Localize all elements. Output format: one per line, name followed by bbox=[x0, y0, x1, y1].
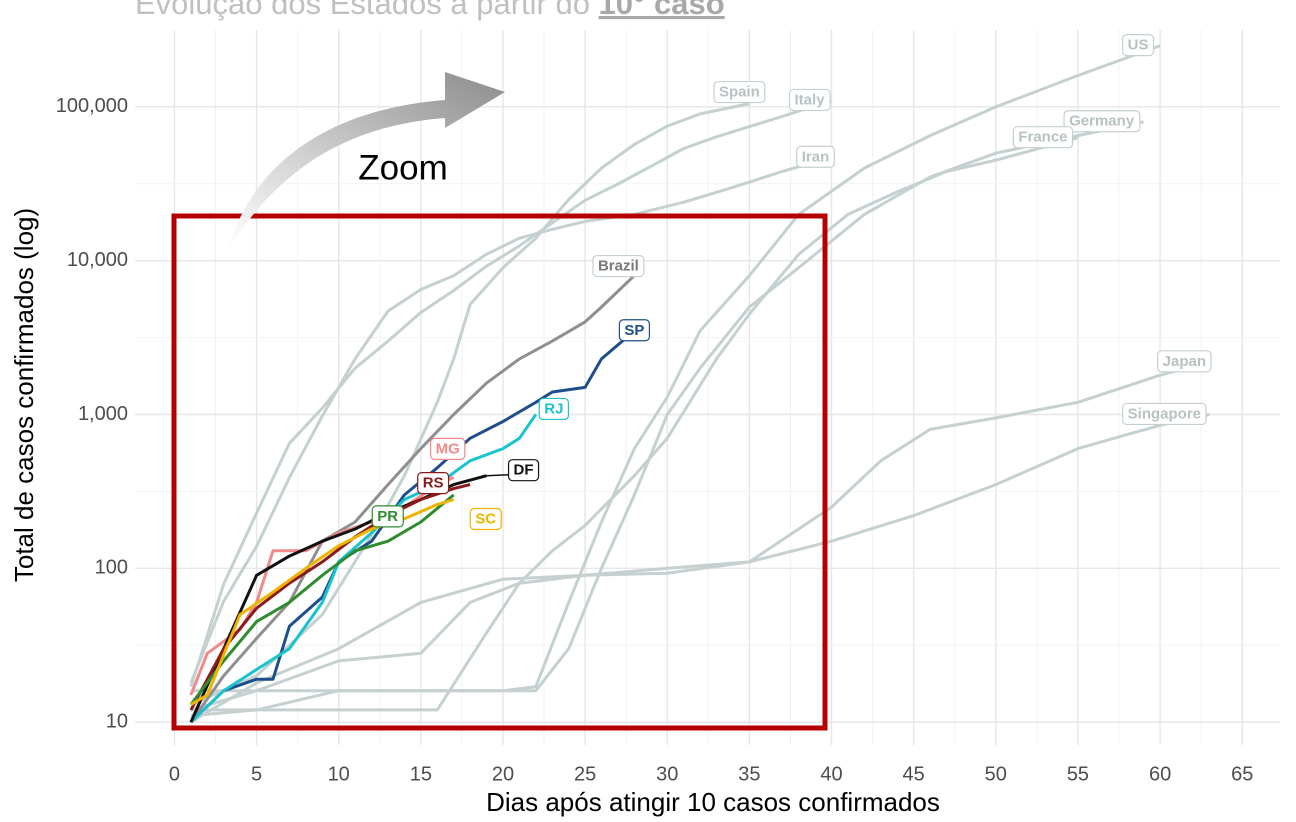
title-text: Evolução dos Estados a partir do bbox=[135, 0, 599, 21]
y-tick-label: 1,000 bbox=[78, 403, 128, 425]
label-box bbox=[1122, 34, 1155, 57]
y-tick-label: 10,000 bbox=[67, 249, 128, 271]
x-tick-label: 50 bbox=[985, 763, 1007, 785]
chart-title: Evolução dos Estados a partir do 10° cas… bbox=[135, 0, 725, 21]
x-tick-label: 65 bbox=[1231, 763, 1253, 785]
x-tick-label: 35 bbox=[738, 763, 760, 785]
legend-label: SC bbox=[475, 510, 496, 527]
legend-label: SP bbox=[624, 322, 644, 339]
x-tick-label: 20 bbox=[492, 763, 514, 785]
label-box bbox=[713, 80, 766, 104]
legend-label: US bbox=[1128, 37, 1149, 54]
x-tick-label: 60 bbox=[1149, 763, 1171, 785]
label-box bbox=[1122, 402, 1207, 426]
series-label: DF bbox=[486, 459, 540, 482]
legend-label: Singapore bbox=[1128, 405, 1201, 422]
series-line bbox=[189, 476, 455, 696]
label-box bbox=[1012, 126, 1074, 149]
series-line bbox=[190, 136, 1079, 712]
series-label: SP bbox=[618, 319, 651, 342]
x-tick-label: 45 bbox=[903, 763, 925, 785]
label-box bbox=[507, 459, 540, 482]
legend-label: Iran bbox=[802, 148, 830, 165]
x-tick-label: 5 bbox=[251, 763, 262, 785]
x-tick-label: 0 bbox=[169, 763, 180, 785]
label-box bbox=[417, 471, 450, 495]
series-line bbox=[189, 329, 636, 724]
series-line bbox=[190, 498, 455, 706]
series-label: PR bbox=[371, 505, 404, 528]
zoom-arrow bbox=[228, 72, 505, 250]
series-line bbox=[190, 360, 1210, 712]
legend-label: Germany bbox=[1069, 113, 1135, 130]
legend-label: Spain bbox=[719, 84, 760, 101]
series-line bbox=[190, 413, 1210, 724]
grid: 0 5 10 15 20 25 30 35 40 45 50 55 60 65 10 100 1,000 10,0… bbox=[56, 30, 1280, 785]
annotation: Zoom bbox=[358, 148, 447, 187]
label-box bbox=[796, 145, 835, 168]
y-tick-label: 10 bbox=[106, 710, 128, 732]
label-box bbox=[469, 507, 502, 531]
x-tick-label: 25 bbox=[574, 763, 596, 785]
label-leader bbox=[486, 473, 509, 477]
legend-label: RJ bbox=[544, 400, 563, 417]
series-label: RJ bbox=[538, 397, 570, 421]
series-label: Spain bbox=[713, 80, 766, 104]
label-box bbox=[618, 319, 651, 342]
series-line bbox=[189, 274, 636, 723]
series-line bbox=[189, 413, 538, 724]
legend-label: Japan bbox=[1163, 353, 1206, 370]
series-label: US bbox=[1122, 34, 1155, 57]
title-emphasis: 10° caso bbox=[599, 0, 725, 21]
legend-label: DF bbox=[514, 462, 534, 479]
zoom-box bbox=[171, 213, 828, 731]
series-label: Singapore bbox=[1122, 402, 1207, 426]
series-line bbox=[189, 155, 832, 684]
y-tick-label: 100 bbox=[95, 557, 128, 579]
x-tick-label: 15 bbox=[410, 763, 432, 785]
series-line bbox=[189, 493, 455, 706]
legend-label: Italy bbox=[795, 91, 826, 108]
series-label: France bbox=[1012, 126, 1074, 149]
series-line bbox=[190, 120, 1145, 693]
series-label: SC bbox=[469, 507, 502, 531]
label-box bbox=[1063, 110, 1141, 133]
label-box bbox=[788, 88, 831, 112]
y-axis-title: Total de casos confirmados (log) bbox=[9, 208, 39, 582]
series-label: Italy bbox=[788, 88, 831, 112]
label-box bbox=[1157, 350, 1212, 373]
x-tick-label: 30 bbox=[656, 763, 678, 785]
label-box bbox=[538, 397, 570, 421]
series-label: RS bbox=[417, 471, 450, 495]
legend-label: MG bbox=[436, 440, 460, 457]
legend-label: France bbox=[1018, 129, 1067, 146]
lines bbox=[189, 44, 1210, 724]
legend-label: Brazil bbox=[598, 258, 639, 275]
legend-label: RS bbox=[423, 475, 444, 492]
y-tick-label: 100,000 bbox=[56, 95, 128, 117]
label-box bbox=[592, 254, 645, 278]
series-label: Iran bbox=[796, 145, 835, 168]
x-tick-label: 55 bbox=[1067, 763, 1089, 785]
series-line bbox=[190, 102, 750, 706]
label-box bbox=[430, 437, 466, 460]
series-label: Brazil bbox=[592, 254, 645, 278]
label-box bbox=[371, 505, 404, 528]
x-tick-label: 10 bbox=[328, 763, 350, 785]
x-tick-label: 40 bbox=[820, 763, 842, 785]
series-label: Germany bbox=[1063, 110, 1141, 133]
series-line bbox=[189, 483, 471, 711]
series-line bbox=[189, 99, 832, 688]
legend-label: PR bbox=[377, 508, 398, 525]
series-label: Japan bbox=[1157, 350, 1212, 373]
x-axis-title: Dias após atingir 10 casos confirmados bbox=[486, 787, 940, 817]
series-label: MG bbox=[430, 437, 466, 460]
